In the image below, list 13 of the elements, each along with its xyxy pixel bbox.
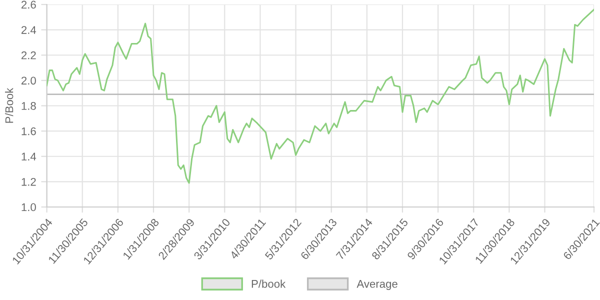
y-tick-label: 1.8 <box>22 102 36 110</box>
y-tick-label: 1.2 <box>22 178 36 186</box>
y-tick-label: 1.4 <box>22 152 36 160</box>
y-tick-label: 1.0 <box>22 203 36 212</box>
y-tick-label: 1.6 <box>22 127 36 136</box>
y-axis-title: P/Book <box>5 88 14 123</box>
y-tick-label: 2.4 <box>22 26 36 34</box>
line-series <box>46 8 594 184</box>
y-tick-label: 2.2 <box>22 51 36 60</box>
y-tick-label: 2.0 <box>22 76 36 85</box>
y-tick-label: 2.6 <box>22 0 36 9</box>
legend-label: Average <box>356 280 398 290</box>
legend-label: P/book <box>252 280 286 288</box>
